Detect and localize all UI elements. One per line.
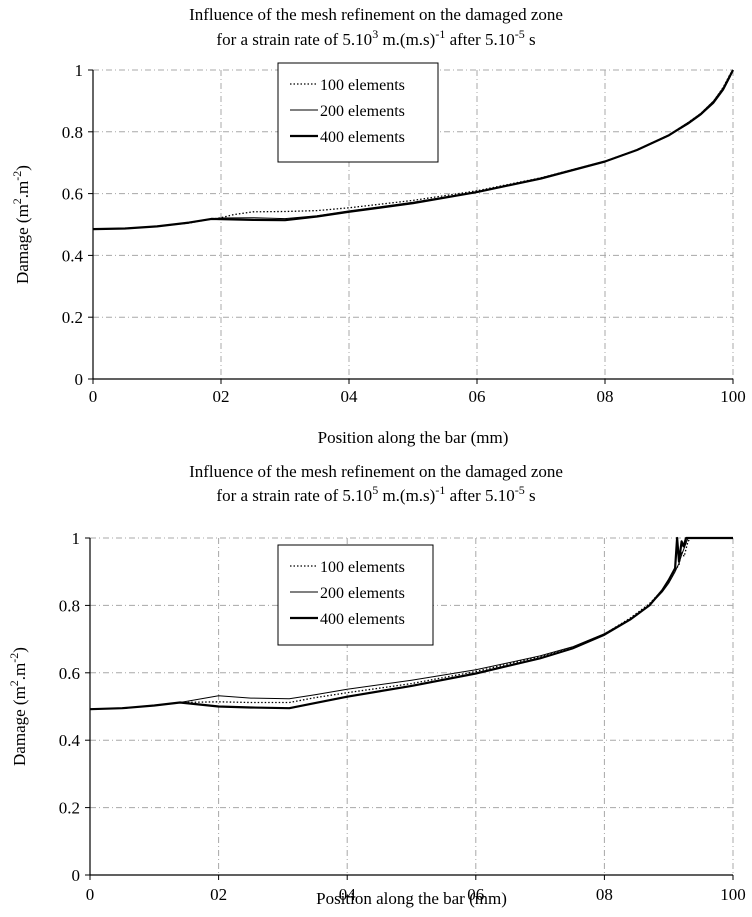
y-tick-label: 0.8	[62, 123, 83, 142]
y-tick-label: 0.8	[59, 596, 80, 615]
legend-label: 400 elements	[320, 611, 405, 628]
y-tick-label: 0.4	[62, 246, 84, 265]
y-tick-label: 0	[75, 370, 84, 389]
x-tick-label: 04	[339, 885, 357, 904]
x-tick-label: 08	[597, 387, 614, 406]
x-tick-label: 08	[596, 885, 613, 904]
x-tick-label: 04	[341, 387, 359, 406]
legend: 100 elements 200 elements 400 elements	[277, 62, 439, 163]
x-axis-label: Position along the bar (mm)	[318, 428, 509, 447]
legend-label: 100 elements	[320, 559, 405, 576]
chart-title-line1: Influence of the mesh refinement on the …	[189, 462, 563, 481]
series-line-400-elements	[89, 536, 733, 711]
y-axis-label: Damage (m2.m-2)	[7, 647, 29, 766]
x-tick-label: 06	[467, 885, 484, 904]
x-tick-label: 02	[213, 387, 230, 406]
series-lines	[92, 69, 734, 231]
y-tick-label: 1	[72, 529, 81, 548]
chart-top: Influence of the mesh refinement on the …	[10, 5, 746, 447]
legend-label: 100 elements	[320, 77, 405, 94]
legend-label: 200 elements	[320, 103, 405, 120]
grid	[93, 69, 734, 379]
chart-title-line2: for a strain rate of 5.105 m.(m.s)-1 aft…	[216, 483, 535, 505]
x-tick-label: 100	[720, 885, 746, 904]
y-tick-label: 0.6	[59, 664, 80, 683]
chart-title-line2: for a strain rate of 5.103 m.(m.s)-1 aft…	[216, 27, 535, 49]
legend-label: 400 elements	[320, 129, 405, 146]
legend-box	[277, 544, 434, 646]
y-tick-label: 1	[75, 61, 84, 80]
y-tick-label: 0.6	[62, 185, 83, 204]
x-tick-label: 100	[720, 387, 746, 406]
y-tick-label: 0.2	[59, 799, 80, 818]
chart-bottom: Influence of the mesh refinement on the …	[0, 460, 752, 917]
grid	[90, 537, 734, 875]
legend: 100 elements 200 elements 400 elements	[277, 544, 434, 646]
x-tick-label: 0	[89, 387, 98, 406]
x-tick-label: 06	[469, 387, 486, 406]
y-tick-label: 0	[72, 866, 81, 885]
chart-bottom-svg: Influence of the mesh refinement on the …	[7, 462, 746, 908]
y-tick-label: 0.4	[59, 731, 81, 750]
chart-top-svg: Influence of the mesh refinement on the …	[10, 5, 746, 447]
legend-label: 200 elements	[320, 585, 405, 602]
series-lines	[89, 536, 733, 711]
y-axis-label: Damage (m2.m-2)	[10, 165, 32, 284]
y-tick-label: 0.2	[62, 308, 83, 327]
legend-box	[277, 62, 439, 163]
chart-title-line1: Influence of the mesh refinement on the …	[189, 5, 563, 24]
x-tick-label: 02	[210, 885, 227, 904]
x-axis-label: Position along the bar (mm)	[316, 889, 507, 908]
x-tick-label: 0	[86, 885, 95, 904]
series-line-400-elements	[92, 69, 734, 231]
